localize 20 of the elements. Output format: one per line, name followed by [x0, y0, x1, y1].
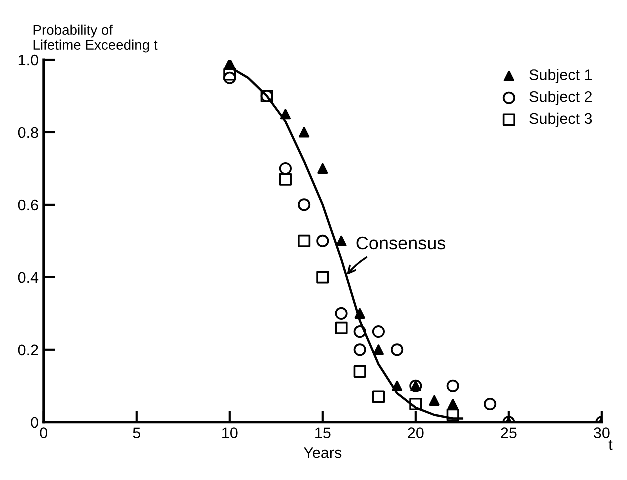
y-tick-label: 0.4 — [18, 272, 39, 284]
y-tick-label: 0 — [31, 417, 38, 428]
legend-label: Subject 1 — [530, 69, 592, 84]
y-tick-label: 0.8 — [18, 127, 38, 138]
x-tick-label: 30 — [594, 428, 610, 438]
x-axis-title: Years — [304, 448, 342, 458]
legend-label: Subject 3 — [530, 112, 592, 128]
y-tick-label: 0.2 — [18, 344, 38, 356]
x-tick-label: 10 — [222, 428, 238, 438]
legend-label: Subject 2 — [530, 91, 592, 106]
y-axis-title: Probability of Lifetime Exceeding t — [34, 24, 158, 53]
y-tick-label: 1.0 — [18, 54, 38, 66]
x-tick-label: 5 — [133, 428, 141, 438]
x-tick-label: 0 — [40, 428, 48, 438]
annotation: Consensus — [356, 236, 446, 250]
x-tick-label: 25 — [501, 428, 517, 438]
text: t — [608, 440, 613, 450]
y-tick-label: 0.6 — [18, 200, 38, 211]
x-tick-label: 20 — [408, 428, 424, 438]
x-tick-label: 15 — [316, 428, 331, 438]
